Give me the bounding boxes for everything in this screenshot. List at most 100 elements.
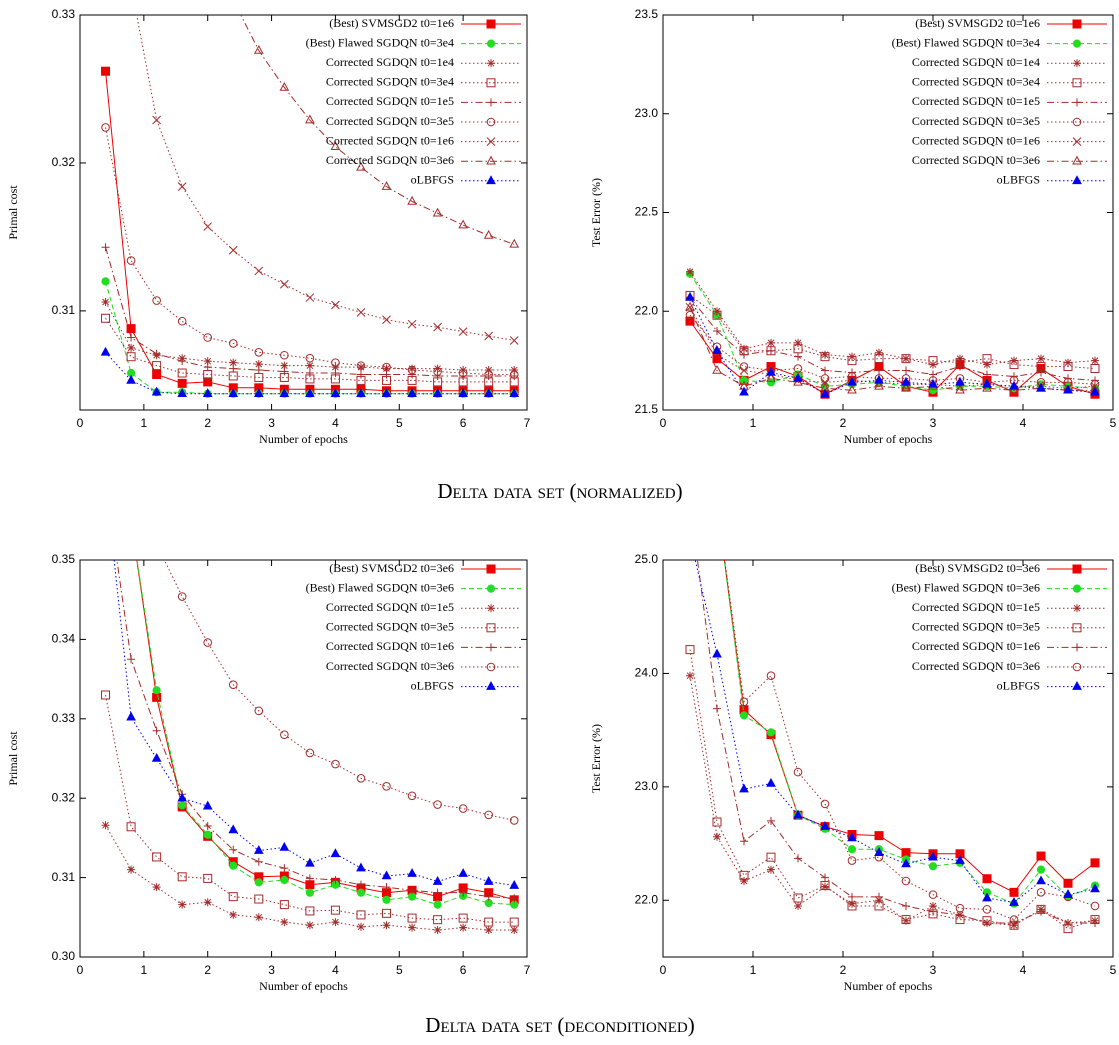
x-tick-label: 2 — [204, 416, 211, 430]
x-tick-label: 5 — [396, 963, 403, 977]
marker — [356, 388, 366, 398]
marker — [1036, 875, 1046, 885]
marker — [686, 533, 694, 540]
x-axis-label: Number of epochs — [259, 979, 348, 993]
y-axis-label: Test Error (%) — [589, 178, 603, 247]
x-tick-label: 3 — [268, 963, 275, 977]
marker — [152, 349, 161, 358]
legend-label: Corrected SGDQN t0=3e5 — [326, 620, 454, 634]
marker — [228, 339, 238, 348]
marker — [902, 366, 910, 375]
series-line — [105, 301, 515, 371]
marker — [509, 917, 519, 927]
x-tick-label: 4 — [1020, 963, 1027, 977]
marker — [356, 922, 365, 931]
legend-label: Corrected SGDQN t0=1e6 — [912, 639, 1040, 653]
marker — [766, 671, 776, 680]
marker — [510, 926, 519, 935]
marker — [305, 361, 314, 370]
marker — [305, 748, 315, 758]
marker — [331, 363, 340, 372]
y-tick-label: 25.0 — [635, 552, 659, 566]
x-tick-label: 3 — [268, 416, 275, 430]
marker — [713, 832, 721, 841]
marker — [356, 888, 366, 897]
marker — [982, 378, 992, 388]
marker — [928, 851, 938, 861]
marker — [408, 923, 417, 932]
marker — [356, 161, 366, 171]
marker — [820, 377, 830, 387]
marker — [458, 388, 468, 398]
marker — [1037, 907, 1045, 916]
marker — [458, 868, 468, 877]
marker — [432, 207, 443, 217]
marker — [685, 316, 695, 326]
marker — [202, 388, 213, 398]
marker — [929, 907, 937, 916]
marker — [794, 352, 802, 361]
marker — [101, 690, 111, 700]
series-line — [696, 560, 1095, 924]
marker — [487, 98, 495, 107]
legend-label: oLBFGS — [411, 678, 454, 692]
x-tick-label: 5 — [1110, 963, 1117, 977]
marker — [983, 360, 991, 369]
marker — [874, 831, 884, 841]
marker — [902, 354, 910, 363]
marker — [279, 388, 290, 398]
marker — [127, 516, 135, 524]
y-axis-label: Primal cost — [6, 185, 20, 240]
y-tick-label: 23.0 — [635, 106, 659, 120]
marker — [1064, 918, 1072, 927]
marker — [929, 370, 937, 379]
marker — [228, 824, 239, 834]
marker — [407, 195, 417, 205]
marker — [433, 800, 442, 809]
marker — [486, 137, 496, 146]
marker — [483, 876, 494, 885]
marker — [177, 872, 187, 882]
marker — [305, 353, 315, 363]
marker — [433, 900, 442, 909]
marker — [875, 348, 883, 357]
series-line — [723, 560, 1096, 893]
marker — [305, 888, 314, 897]
x-tick-label: 4 — [1020, 416, 1027, 430]
marker — [228, 245, 238, 255]
marker — [1072, 623, 1082, 633]
marker — [509, 370, 519, 379]
legend-label: Corrected SGDQN t0=1e4 — [326, 55, 454, 69]
marker — [484, 926, 493, 935]
marker — [229, 358, 238, 367]
marker — [713, 500, 720, 507]
legend-label: (Best) SVMSGD2 t0=1e6 — [915, 16, 1040, 30]
legend-label: Corrected SGDQN t0=3e5 — [326, 114, 454, 128]
marker — [483, 229, 494, 239]
x-tick-label: 5 — [1110, 416, 1117, 430]
marker — [486, 681, 496, 690]
marker — [955, 376, 965, 386]
marker — [178, 900, 187, 909]
marker — [152, 726, 161, 735]
marker — [1072, 39, 1082, 48]
marker — [152, 361, 162, 371]
marker — [178, 357, 187, 366]
marker — [331, 918, 340, 927]
marker — [685, 645, 695, 655]
marker — [1036, 851, 1046, 861]
marker — [510, 894, 519, 903]
marker — [433, 367, 442, 376]
marker — [1072, 19, 1082, 29]
marker — [486, 564, 496, 574]
marker — [1036, 865, 1046, 874]
marker — [794, 338, 802, 347]
marker — [101, 277, 110, 286]
marker — [126, 256, 136, 265]
marker — [305, 874, 314, 883]
marker — [739, 386, 749, 396]
series-line — [689, 649, 1096, 930]
marker — [127, 655, 136, 664]
marker — [408, 364, 417, 373]
